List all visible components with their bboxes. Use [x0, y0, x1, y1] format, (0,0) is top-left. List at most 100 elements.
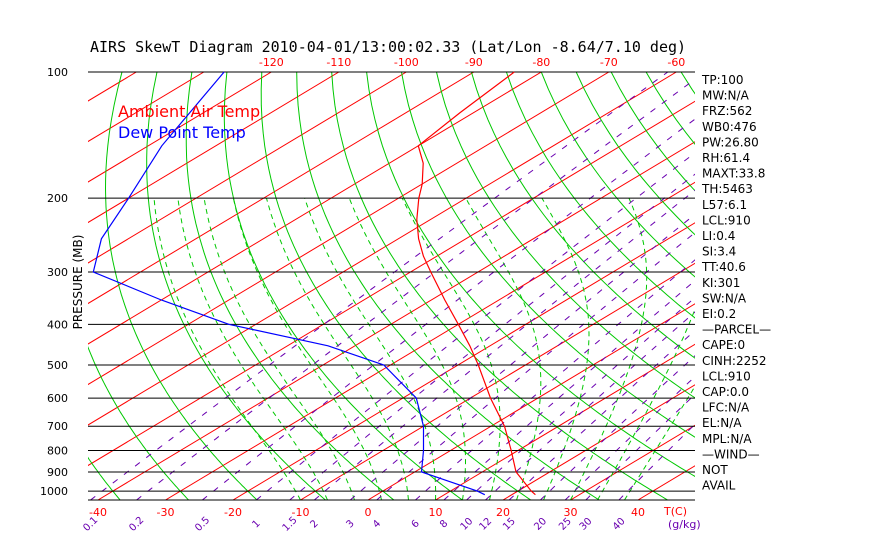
dry-adiabat-line — [185, 72, 395, 500]
series-layer — [92, 71, 536, 496]
index-text: CINH:2252 — [702, 354, 767, 368]
dry-adiabat-line — [296, 72, 600, 500]
moist-adiabat-line — [401, 197, 501, 500]
mixing-ratio-line — [349, 213, 695, 500]
grid-layer — [0, 71, 870, 501]
top-temp-tick-label: -70 — [600, 56, 618, 69]
index-text: MW:N/A — [702, 89, 750, 103]
mixing-ratio-line — [289, 173, 695, 500]
top-temp-tick-label: -90 — [465, 56, 483, 69]
pressure-tick-label: 200 — [47, 192, 68, 205]
mixing-ratio-tick-label: 0.5 — [193, 515, 212, 534]
index-text: MPL:N/A — [702, 432, 752, 446]
index-text: RH:61.4 — [702, 151, 750, 165]
isotherm-line — [773, 72, 870, 500]
isotherm-line — [88, 72, 677, 426]
index-text: PW:26.80 — [702, 135, 759, 149]
isotherm-line — [88, 72, 137, 102]
bottom-temp-tick-label: -30 — [157, 506, 175, 519]
air-temp-line — [416, 71, 536, 496]
mixing-ratio-tick-label: 3 — [344, 518, 356, 530]
index-text: CAPE:0 — [702, 338, 745, 352]
isotherm-line — [502, 384, 695, 500]
bottom-temp-tick-label: 40 — [631, 506, 645, 519]
y-axis-label: PRESSURE (MB) — [71, 235, 85, 330]
dry-adiabat-line — [0, 72, 52, 500]
isotherm-line — [88, 72, 610, 386]
dry-adiabat-line — [856, 72, 870, 500]
mixing-ratio-line — [485, 311, 695, 500]
dry-adiabat-line — [88, 345, 189, 500]
moist-adiabat-line — [465, 197, 542, 500]
moist-adiabat-line — [177, 198, 328, 500]
index-text: LCL:910 — [702, 369, 751, 383]
pressure-tick-label: 400 — [47, 318, 68, 331]
bottom-temp-tick-label: 0 — [365, 506, 372, 519]
isotherm-line — [88, 72, 475, 305]
index-text: LFC:N/A — [702, 401, 750, 415]
isotherm-line — [0, 72, 1, 500]
index-text: L57:6.1 — [702, 198, 747, 212]
pressure-tick-label: 300 — [47, 266, 68, 279]
index-text: AVAIL — [702, 479, 736, 493]
mixing-ratio-tick-label: 10 — [459, 516, 476, 533]
mixing-ratio-tick-label: 0.2 — [127, 515, 146, 534]
pressure-tick-label: 1000 — [40, 485, 68, 498]
index-text: LI:0.4 — [702, 229, 735, 243]
dry-adiabat-line — [436, 72, 695, 399]
index-text: TH:5463 — [701, 182, 753, 196]
mixing-ratio-line — [90, 72, 669, 500]
dry-adiabat-line — [88, 456, 121, 500]
mixing-ratio-line — [466, 296, 695, 500]
isotherm-line — [88, 100, 695, 467]
mixing-ratio-tick-label: 20 — [532, 516, 549, 533]
temp-unit-label: T(C) — [663, 505, 687, 518]
pressure-tick-label: 900 — [47, 466, 68, 479]
index-text: TT:40.6 — [701, 260, 746, 274]
dry-adiabat-line — [223, 72, 463, 500]
index-text: MAXT:33.8 — [702, 167, 765, 181]
pressure-tick-label: 700 — [47, 420, 68, 433]
isotherm-line — [367, 303, 695, 500]
pressure-tick-label: 600 — [47, 392, 68, 405]
index-text: —WIND— — [702, 447, 760, 461]
pressure-tick-label: 800 — [47, 445, 68, 458]
moist-adiabat-line — [570, 198, 648, 500]
dry-adiabat-line — [821, 72, 870, 500]
top-temp-tick-label: -100 — [394, 56, 419, 69]
dry-adiabat-line — [470, 72, 695, 359]
mixing-ratio-line — [508, 329, 695, 500]
bottom-temp-tick-label: -20 — [224, 506, 242, 519]
dry-adiabat-line — [505, 72, 695, 319]
moist-adiabat-line — [541, 197, 590, 500]
moist-adiabat-line — [232, 198, 382, 500]
pressure-tick-label: 500 — [47, 359, 68, 372]
index-text: SW:N/A — [702, 291, 747, 305]
top-temp-tick-label: -80 — [532, 56, 550, 69]
bottom-temp-tick-label: 30 — [564, 506, 578, 519]
legend-dew-point-temp: Dew Point Temp — [118, 123, 246, 142]
dry-adiabat-line — [260, 72, 532, 500]
mixing-ratio-tick-label: 6 — [410, 518, 422, 530]
chart-title: AIRS SkewT Diagram 2010-04-01/13:00:02.3… — [90, 38, 686, 56]
mixing-ratio-line — [585, 393, 695, 500]
mixing-ratio-tick-label: 12 — [477, 516, 494, 533]
dry-adiabat-line — [401, 72, 695, 438]
bottom-temp-tick-label: 10 — [429, 506, 443, 519]
dry-adiabat-line — [786, 72, 870, 500]
isotherm-line — [0, 72, 69, 500]
moist-adiabat-line — [203, 198, 355, 500]
isotherm-line — [88, 72, 542, 345]
moist-adiabat-line — [624, 385, 695, 500]
mixing-ratio-tick-label: 8 — [438, 518, 450, 530]
top-temp-tick-label: -110 — [326, 56, 351, 69]
bottom-temp-tick-label: -10 — [292, 506, 310, 519]
mixing-ratio-tick-label: 40 — [611, 516, 628, 533]
moist-adiabat-line — [304, 198, 437, 500]
isotherm-line — [88, 72, 340, 224]
mixing-ratio-line — [313, 189, 695, 500]
legend-ambient-air-temp: Ambient Air Temp — [118, 102, 260, 121]
mixing-ratio-line — [255, 152, 695, 500]
